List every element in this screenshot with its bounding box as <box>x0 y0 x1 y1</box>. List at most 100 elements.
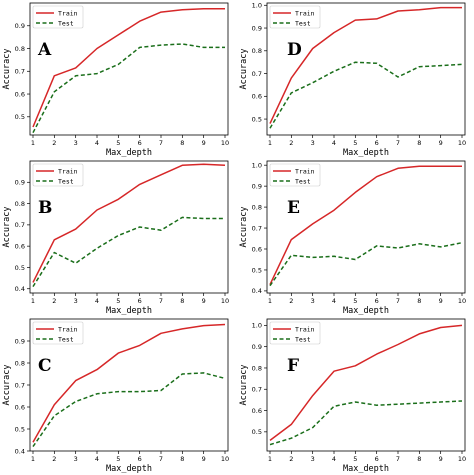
legend-label-test: Test <box>295 177 311 185</box>
chart-svg: 0.4 0.5 0.6 0.7 0.8 0.9 1 2 3 4 5 6 7 8 9 10 Max_depth Ac… <box>2 160 229 316</box>
x-tick-label: 4 <box>332 297 336 305</box>
y-axis-label: Accuracy <box>239 365 249 406</box>
chart-svg: 0.4 0.5 0.6 0.7 0.8 0.9 1.0 1 2 3 4 5 6 7 8 9 10 Max_dept… <box>239 160 466 316</box>
y-tick-label: 0.5 <box>252 428 262 436</box>
y-tick-label: 0.8 <box>252 203 262 211</box>
y-tick-label: 0.7 <box>15 381 25 389</box>
x-tick-label: 4 <box>332 139 336 147</box>
series-line-test <box>32 372 226 448</box>
x-tick-label: 8 <box>180 139 184 147</box>
legend: Train Test <box>269 163 321 187</box>
y-tick-label: 0.5 <box>252 266 262 274</box>
y-axis-label: Accuracy <box>2 49 12 90</box>
x-tick-label: 6 <box>375 297 379 305</box>
x-tick-label: 5 <box>116 139 120 147</box>
x-tick-label: 1 <box>268 455 272 463</box>
y-tick-label: 0.6 <box>15 90 25 98</box>
x-tick-label: 1 <box>31 139 35 147</box>
legend-label-train: Train <box>58 325 78 333</box>
y-tick-label: 0.6 <box>252 93 262 101</box>
panel-letter: D <box>287 40 302 60</box>
x-tick-label: 3 <box>74 455 78 463</box>
x-tick-label: 3 <box>311 139 315 147</box>
x-tick-label: 10 <box>221 139 229 147</box>
x-tick-label: 8 <box>417 139 421 147</box>
x-tick-label: 2 <box>52 297 56 305</box>
legend: Train Test <box>269 321 321 345</box>
x-tick-label: 8 <box>180 297 184 305</box>
series-line-train <box>269 6 462 124</box>
x-axis-label: Max_depth <box>343 306 389 316</box>
legend-label-test: Test <box>58 335 74 343</box>
x-tick-label: 10 <box>221 297 229 305</box>
x-tick-label: 5 <box>116 455 120 463</box>
y-axis-label: Accuracy <box>2 207 12 248</box>
x-tick-label: 3 <box>74 139 78 147</box>
y-tick-label: 1.0 <box>252 161 262 169</box>
legend-label-test: Test <box>295 335 311 343</box>
x-tick-label: 8 <box>180 455 184 463</box>
panel-letter: F <box>287 356 299 376</box>
chart-panel-a: 0.5 0.6 0.7 0.8 0.9 1 2 3 4 5 6 7 8 9 10 Max_depth Accur… <box>0 0 237 158</box>
y-tick-label: 0.9 <box>252 343 262 351</box>
x-tick-label: 9 <box>202 139 206 147</box>
legend: Train Test <box>32 321 84 345</box>
plot-frame <box>29 2 229 136</box>
legend: Train Test <box>32 163 84 187</box>
series-line-test <box>269 400 463 446</box>
x-axis-label: Max_depth <box>106 148 152 158</box>
y-tick-label: 0.8 <box>252 47 262 55</box>
plot-frame <box>266 2 466 136</box>
x-axis-label: Max_depth <box>106 306 152 316</box>
x-tick-label: 10 <box>458 297 466 305</box>
x-tick-label: 5 <box>353 139 357 147</box>
y-axis-label: Accuracy <box>239 207 249 248</box>
x-tick-label: 9 <box>439 139 443 147</box>
x-tick-label: 8 <box>417 297 421 305</box>
chart-svg: 0.5 0.6 0.7 0.8 0.9 1.0 1 2 3 4 5 6 7 8 9 10 Max_depth Ac… <box>239 2 466 158</box>
x-tick-label: 10 <box>458 139 466 147</box>
y-tick-label: 0.6 <box>252 245 262 253</box>
panel-letter: A <box>37 40 52 60</box>
x-tick-label: 10 <box>458 455 466 463</box>
x-tick-label: 1 <box>31 297 35 305</box>
legend: Train Test <box>32 5 84 29</box>
chart-panel-c: 0.4 0.5 0.6 0.7 0.8 0.9 1 2 3 4 5 6 7 8 9 10 Max_depth Ac… <box>0 316 237 474</box>
y-tick-label: 0.4 <box>15 285 25 293</box>
x-tick-label: 7 <box>159 455 163 463</box>
x-tick-label: 1 <box>31 455 35 463</box>
x-tick-label: 10 <box>221 455 229 463</box>
plot-frame <box>29 160 229 294</box>
x-tick-label: 7 <box>396 297 400 305</box>
y-tick-label: 0.5 <box>15 264 25 272</box>
x-tick-label: 2 <box>52 139 56 147</box>
y-tick-label: 0.8 <box>15 45 25 53</box>
x-tick-label: 6 <box>138 455 142 463</box>
x-tick-label: 5 <box>353 455 357 463</box>
x-tick-label: 4 <box>95 297 99 305</box>
y-tick-label: 0.5 <box>15 425 25 433</box>
x-tick-label: 1 <box>268 139 272 147</box>
chart-svg: 0.5 0.6 0.7 0.8 0.9 1 2 3 4 5 6 7 8 9 10 Max_depth Accur… <box>2 2 229 158</box>
y-tick-label: 0.8 <box>252 364 262 372</box>
legend-label-train: Train <box>295 167 315 175</box>
x-axis-label: Max_depth <box>106 464 152 474</box>
chart-panel-b: 0.4 0.5 0.6 0.7 0.8 0.9 1 2 3 4 5 6 7 8 9 10 Max_depth Ac… <box>0 158 237 316</box>
y-tick-label: 0.8 <box>15 200 25 208</box>
x-axis-label: Max_depth <box>343 464 389 474</box>
legend-label-train: Train <box>58 9 78 17</box>
y-tick-label: 0.7 <box>15 221 25 229</box>
legend-label-train: Train <box>58 167 78 175</box>
y-tick-label: 0.9 <box>252 24 262 32</box>
y-tick-label: 0.9 <box>252 182 262 190</box>
legend-label-train: Train <box>295 9 315 17</box>
x-tick-label: 3 <box>74 297 78 305</box>
y-tick-label: 0.9 <box>15 22 25 30</box>
y-tick-label: 0.5 <box>252 115 262 123</box>
x-tick-label: 7 <box>396 139 400 147</box>
legend-label-test: Test <box>58 177 74 185</box>
chart-panel-e: 0.4 0.5 0.6 0.7 0.8 0.9 1.0 1 2 3 4 5 6 7 8 9 10 Max_dept… <box>237 158 474 316</box>
x-tick-label: 5 <box>353 297 357 305</box>
y-tick-label: 0.7 <box>252 224 262 232</box>
